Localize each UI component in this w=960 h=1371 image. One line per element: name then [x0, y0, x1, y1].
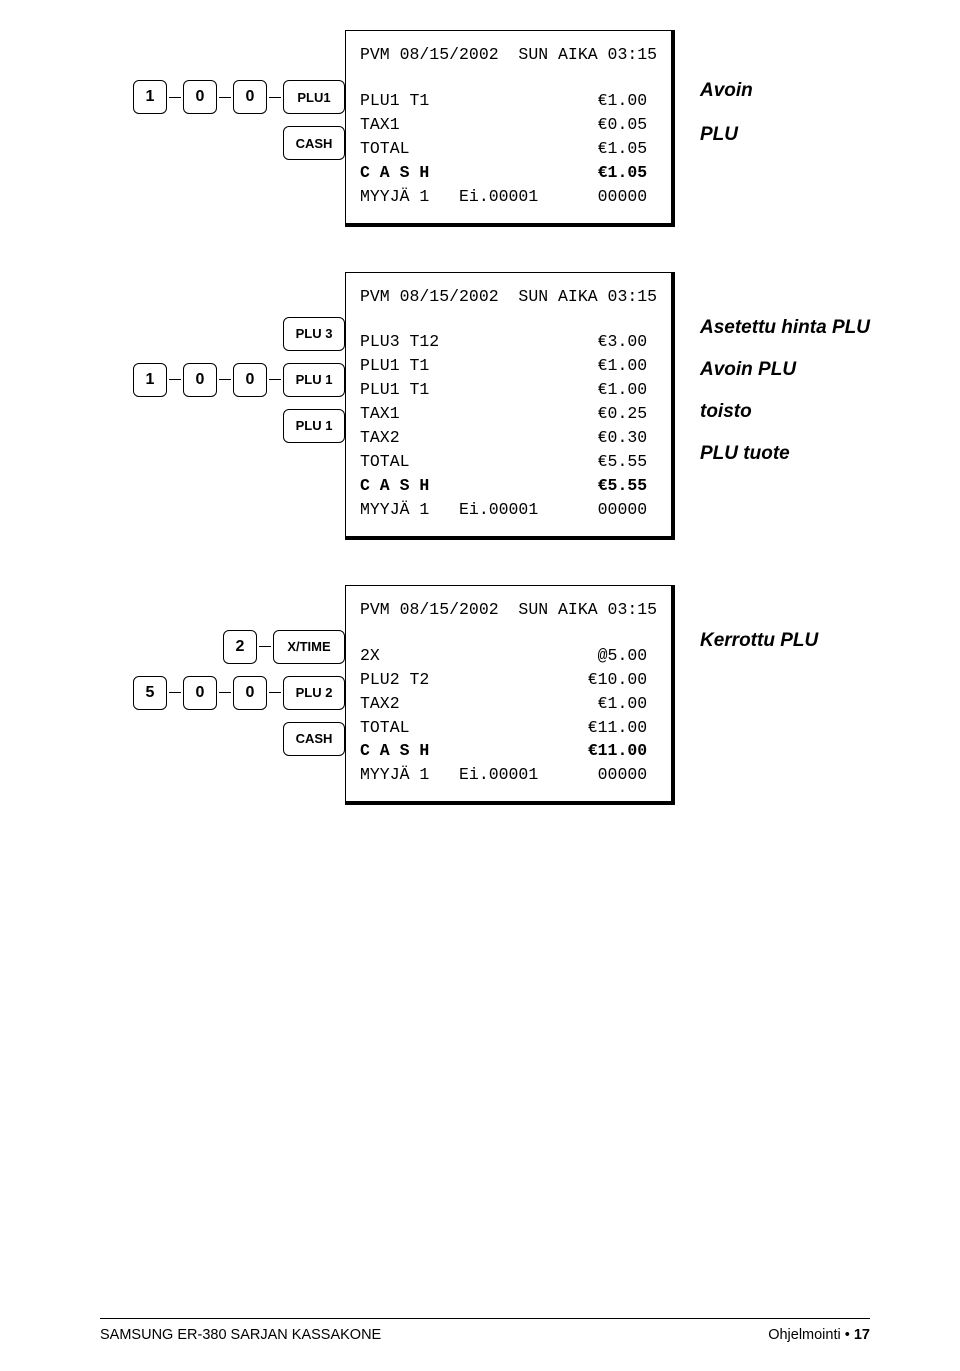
- key-connector: [269, 379, 281, 380]
- receipt-line: TOTAL €5.55: [360, 450, 657, 474]
- key-5: 5: [133, 676, 167, 710]
- note: PLU: [700, 124, 753, 146]
- receipt-line: PLU2 T2 €10.00: [360, 668, 657, 692]
- key-row: CASH: [283, 722, 345, 756]
- receipt-line: TAX1 €0.05: [360, 113, 657, 137]
- receipt-gap: [360, 308, 657, 330]
- key-0b: 0: [233, 80, 267, 114]
- keys-area-2: PLU 3 1 0 0 PLU 1 PLU 1: [100, 272, 345, 443]
- key-plu1: PLU 1: [283, 363, 345, 397]
- notes-2: Asetettu hinta PLU Avoin PLU toisto PLU …: [700, 272, 870, 465]
- example-2: PLU 3 1 0 0 PLU 1 PLU 1 PVM 08/15/2002 S…: [100, 272, 870, 540]
- receipt-line: MYYJÄ 1 Ei.00001 00000: [360, 185, 657, 209]
- key-row: 1 0 0 PLU 1: [133, 363, 345, 397]
- key-0a: 0: [183, 363, 217, 397]
- notes-3: Kerrottu PLU: [700, 585, 818, 652]
- key-row: 1 0 0 PLU1: [133, 80, 345, 114]
- receipt-gap: [360, 622, 657, 644]
- key-plu1b: PLU 1: [283, 409, 345, 443]
- notes-1: Avoin PLU: [700, 30, 753, 146]
- note: Avoin: [700, 80, 753, 102]
- key-connector: [269, 692, 281, 693]
- key-connector: [219, 379, 231, 380]
- note: Asetettu hinta PLU: [700, 317, 870, 339]
- receipt-line: C A S H €11.00: [360, 739, 657, 763]
- receipt-line: 2X @5.00: [360, 644, 657, 668]
- receipt-line: TAX2 €0.30: [360, 426, 657, 450]
- key-row: PLU 3: [283, 317, 345, 351]
- key-plu2: PLU 2: [283, 676, 345, 710]
- key-0b: 0: [233, 676, 267, 710]
- key-plu3: PLU 3: [283, 317, 345, 351]
- note: PLU tuote: [700, 443, 870, 465]
- receipt-gap: [360, 67, 657, 89]
- receipt-line: PLU1 T1 €1.00: [360, 378, 657, 402]
- receipt-2: PVM 08/15/2002 SUN AIKA 03:15 PLU3 T12 €3…: [345, 272, 675, 540]
- key-connector: [219, 97, 231, 98]
- receipt-line: TOTAL €11.00: [360, 716, 657, 740]
- receipt-header: PVM 08/15/2002 SUN AIKA 03:15: [360, 598, 657, 622]
- receipt-header: PVM 08/15/2002 SUN AIKA 03:15: [360, 285, 657, 309]
- receipt-line: C A S H €1.05: [360, 161, 657, 185]
- receipt-3: PVM 08/15/2002 SUN AIKA 03:15 2X @5.00PLU…: [345, 585, 675, 805]
- keys-area-3: 2 X/TIME 5 0 0 PLU 2 CASH: [100, 585, 345, 756]
- footer-right: Ohjelmointi • 17: [768, 1327, 870, 1343]
- key-cash: CASH: [283, 126, 345, 160]
- key-plu1: PLU1: [283, 80, 345, 114]
- key-0b: 0: [233, 363, 267, 397]
- receipt-line: C A S H €5.55: [360, 474, 657, 498]
- note: Kerrottu PLU: [700, 630, 818, 652]
- key-cash: CASH: [283, 722, 345, 756]
- receipt-line: PLU1 T1 €1.00: [360, 354, 657, 378]
- key-connector: [169, 379, 181, 380]
- key-1: 1: [133, 80, 167, 114]
- receipt-header: PVM 08/15/2002 SUN AIKA 03:15: [360, 43, 657, 67]
- key-row: CASH: [283, 126, 345, 160]
- bullet-icon: •: [845, 1327, 854, 1343]
- receipt-line: TAX1 €0.25: [360, 402, 657, 426]
- key-connector: [169, 692, 181, 693]
- key-connector: [269, 97, 281, 98]
- key-row: 2 X/TIME: [223, 630, 345, 664]
- receipt-line: TAX2 €1.00: [360, 692, 657, 716]
- footer-page-number: 17: [854, 1327, 870, 1343]
- key-row: 5 0 0 PLU 2: [133, 676, 345, 710]
- key-connector: [259, 646, 271, 647]
- receipt-line: PLU1 T1 €1.00: [360, 89, 657, 113]
- example-3: 2 X/TIME 5 0 0 PLU 2 CASH PVM 08/15: [100, 585, 870, 805]
- example-1: 1 0 0 PLU1 CASH PVM 08/15/2002 SUN AIKA …: [100, 30, 870, 227]
- receipt-line: MYYJÄ 1 Ei.00001 00000: [360, 763, 657, 787]
- key-connector: [219, 692, 231, 693]
- note: toisto: [700, 401, 870, 423]
- page-footer: SAMSUNG ER-380 SARJAN KASSAKONE Ohjelmoi…: [100, 1318, 870, 1343]
- footer-left: SAMSUNG ER-380 SARJAN KASSAKONE: [100, 1327, 381, 1343]
- receipt-line: PLU3 T12 €3.00: [360, 330, 657, 354]
- key-2: 2: [223, 630, 257, 664]
- key-connector: [169, 97, 181, 98]
- key-xtime: X/TIME: [273, 630, 345, 664]
- manual-page: 1 0 0 PLU1 CASH PVM 08/15/2002 SUN AIKA …: [0, 0, 960, 1371]
- note: Avoin PLU: [700, 359, 870, 381]
- receipt-line: TOTAL €1.05: [360, 137, 657, 161]
- footer-right-label: Ohjelmointi: [768, 1327, 841, 1343]
- receipt-line: MYYJÄ 1 Ei.00001 00000: [360, 498, 657, 522]
- key-0a: 0: [183, 676, 217, 710]
- keys-area-1: 1 0 0 PLU1 CASH: [100, 30, 345, 160]
- receipt-1: PVM 08/15/2002 SUN AIKA 03:15 PLU1 T1 €1.…: [345, 30, 675, 227]
- key-0a: 0: [183, 80, 217, 114]
- key-1: 1: [133, 363, 167, 397]
- key-row: PLU 1: [283, 409, 345, 443]
